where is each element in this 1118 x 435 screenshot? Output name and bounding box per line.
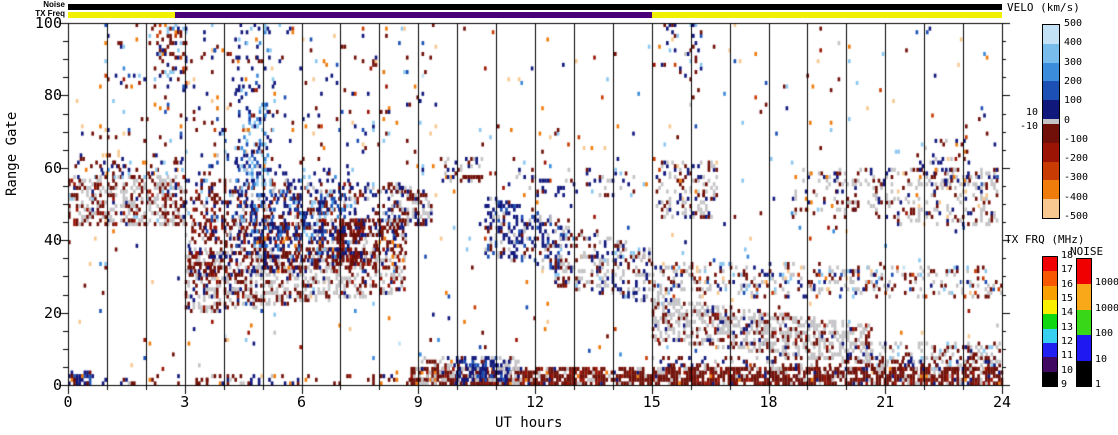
colorbar-segment xyxy=(1043,271,1057,286)
x-tick-label: 24 xyxy=(992,393,1012,411)
tx-frequency-colorbar-tick: 9 xyxy=(1061,379,1068,390)
colorbar-segment xyxy=(1043,161,1059,181)
velocity-colorbar-title: VELO (km/s) xyxy=(1007,1,1080,14)
x-tick-label: 12 xyxy=(525,393,545,411)
colorbar-segment xyxy=(1077,309,1091,336)
velocity-ground-upper-label: 10 xyxy=(1025,107,1038,118)
x-tick-label: 3 xyxy=(180,393,190,411)
velocity-colorbar-tick: -400 xyxy=(1064,191,1089,203)
colorbar-segment xyxy=(1043,371,1057,386)
x-tick-label: 15 xyxy=(642,393,661,411)
velocity-colorbar-tick: -300 xyxy=(1064,172,1089,184)
colorbar-segment xyxy=(1043,343,1057,358)
x-tick-label: 6 xyxy=(296,393,307,411)
colorbar-segment xyxy=(1077,360,1091,386)
y-tick-label: 80 xyxy=(43,86,62,105)
x-tick-label: 18 xyxy=(759,393,778,411)
y-axis-title: Range Gate xyxy=(4,111,20,196)
colorbar-segment xyxy=(1043,142,1059,162)
velocity-colorbar-tick: 300 xyxy=(1064,56,1083,68)
noise-strip xyxy=(68,4,1002,10)
colorbar-segment xyxy=(1043,25,1059,44)
colorbar-segment xyxy=(1043,357,1057,372)
velocity-colorbar-tick: -100 xyxy=(1064,133,1089,145)
velocity-colorbar-tick: -500 xyxy=(1064,211,1089,222)
tx-freq-strip-label: TX Freq xyxy=(35,9,65,18)
y-tick-label: 60 xyxy=(43,158,62,177)
noise-colorbar-tick: 10000 xyxy=(1095,277,1118,289)
y-tick-label: 20 xyxy=(43,303,62,322)
colorbar-segment xyxy=(1043,124,1059,143)
colorbar-segment xyxy=(1043,119,1059,124)
tx-freq-strip xyxy=(68,12,1002,18)
noise-strip-label: Noise xyxy=(43,0,65,9)
tx-frequency-colorbar-tick: 16 xyxy=(1061,278,1074,290)
tx-frequency-colorbar-title: TX FRQ (MHz) xyxy=(1005,233,1085,246)
colorbar-segment xyxy=(1043,81,1059,101)
tx-frequency-colorbar-tick: 13 xyxy=(1061,321,1074,333)
noise-colorbar-tick: 10 xyxy=(1095,353,1108,365)
x-tick-label: 0 xyxy=(63,393,73,411)
velocity-colorbar-tick: 0 xyxy=(1064,114,1071,126)
tx-frequency-colorbar-tick: 17 xyxy=(1061,264,1074,276)
colorbar-segment xyxy=(1043,180,1059,200)
colorbar-segment xyxy=(1043,257,1057,272)
y-tick-label: 100 xyxy=(34,14,62,32)
tx-frequency-colorbar-tick: 18 xyxy=(1061,250,1074,261)
y-tick-label: 0 xyxy=(52,376,62,394)
colorbar-segment xyxy=(1043,314,1057,329)
colorbar-segment xyxy=(1043,300,1057,315)
colorbar-segment xyxy=(1043,62,1059,82)
tx-freq-strip-segment xyxy=(175,12,652,18)
tx-frequency-colorbar xyxy=(1042,256,1058,387)
colorbar-segment xyxy=(1077,335,1091,361)
velocity-ground-lower-label: -10 xyxy=(1019,121,1038,132)
x-tick-label: 21 xyxy=(876,393,895,411)
tx-frequency-colorbar-tick: 15 xyxy=(1061,293,1074,304)
colorbar-segment xyxy=(1043,285,1057,300)
noise-colorbar-tick: 100 xyxy=(1095,328,1114,340)
colorbar-segment xyxy=(1043,100,1059,119)
x-tick-label: 9 xyxy=(413,393,423,411)
tx-frequency-colorbar-tick: 10 xyxy=(1061,364,1074,376)
y-tick-label: 40 xyxy=(43,231,62,250)
velocity-colorbar-tick: 200 xyxy=(1064,75,1083,87)
velocity-colorbar-tick: -200 xyxy=(1064,153,1089,165)
noise-colorbar-title: NOISE xyxy=(1070,245,1104,258)
velocity-colorbar-tick: 500 xyxy=(1064,18,1083,29)
tx-freq-strip-segment xyxy=(68,12,176,18)
colorbar-segment xyxy=(1043,199,1059,218)
noise-colorbar-tick: 1 xyxy=(1095,379,1102,390)
tx-frequency-colorbar-tick: 11 xyxy=(1061,350,1074,362)
colorbar-segment xyxy=(1043,43,1059,63)
colorbar-segment xyxy=(1043,328,1057,343)
velocity-colorbar-tick: 400 xyxy=(1064,37,1083,49)
tx-frequency-colorbar-tick: 14 xyxy=(1061,307,1074,319)
noise-colorbar-tick: 1000 xyxy=(1095,302,1118,314)
x-axis-title: UT hours xyxy=(495,415,563,431)
tx-frequency-colorbar-tick: 12 xyxy=(1061,336,1074,347)
colorbar-segment xyxy=(1077,284,1091,310)
tx-freq-strip-segment xyxy=(651,12,1002,18)
velocity-colorbar xyxy=(1042,24,1060,219)
noise-colorbar xyxy=(1076,258,1092,387)
velocity-colorbar-tick: 100 xyxy=(1064,95,1083,107)
colorbar-segment xyxy=(1077,259,1091,285)
